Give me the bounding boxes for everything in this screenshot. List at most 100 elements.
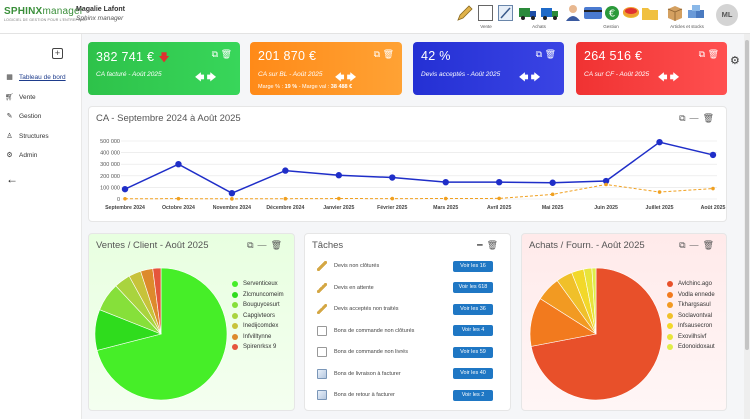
data-point[interactable] [282, 167, 289, 174]
legend-item[interactable]: Tkhargsasul [667, 300, 715, 311]
legend-item[interactable]: Capgivteors [232, 311, 284, 322]
scrollbar-thumb[interactable] [745, 40, 749, 350]
trash-icon[interactable]: 🗑︎ [220, 49, 232, 59]
legend-item[interactable]: Avlchinc.ago [667, 279, 715, 290]
data-point[interactable] [230, 197, 234, 201]
euro-icon[interactable]: € [604, 4, 620, 22]
back-arrow-icon[interactable]: ← [6, 172, 18, 186]
trash-icon[interactable]: 🗑︎ [702, 113, 718, 123]
trash-icon[interactable]: 🗑︎ [382, 49, 394, 59]
settings-gear-icon[interactable]: ⚙ [730, 55, 740, 67]
next-arrow-icon[interactable]: 🡆 [346, 72, 357, 82]
data-point[interactable] [176, 196, 181, 201]
data-point[interactable] [549, 179, 556, 186]
task-view-button[interactable]: Voir les 618 [453, 282, 493, 293]
legend-item[interactable]: Spirenrksx 9 [232, 342, 284, 353]
next-arrow-icon[interactable]: 🡆 [206, 72, 217, 82]
external-link-icon[interactable]: ⧉ [698, 49, 706, 59]
trash-icon[interactable]: 🗑︎ [702, 240, 718, 250]
prev-arrow-icon[interactable]: 🡄 [195, 72, 205, 82]
data-point[interactable] [550, 192, 555, 197]
external-link-icon[interactable]: ⧉ [679, 113, 690, 123]
trash-icon[interactable]: 🗑︎ [270, 240, 286, 250]
trash-icon[interactable]: 🗑︎ [544, 49, 556, 59]
task-view-button[interactable]: Voir les 59 [453, 346, 493, 358]
avatar[interactable]: ML [716, 4, 738, 26]
folder-icon[interactable] [641, 5, 659, 21]
sidebar-item-structures[interactable]: ♙ Structures [5, 130, 77, 142]
legend-item[interactable]: Zlcmuncomeim [232, 290, 284, 301]
coins-icon[interactable] [622, 5, 640, 21]
delivery-truck-icon[interactable] [540, 5, 560, 21]
sidebar-item-dashboard[interactable]: ▦ Tableau de bord [5, 71, 77, 83]
sidebar-item-admin[interactable]: ⚙ Admin [5, 149, 77, 161]
bank-card-icon[interactable] [583, 6, 603, 20]
external-link-icon[interactable]: ⧉ [211, 49, 219, 59]
legend-item[interactable]: Infsausecron [667, 321, 715, 332]
app-logo[interactable]: SPHINXmanager LOGICIEL DE GESTION POUR L… [4, 6, 87, 22]
pie-slice[interactable] [530, 267, 663, 401]
prev-arrow-icon[interactable]: 🡄 [335, 72, 345, 82]
data-point[interactable] [337, 196, 341, 201]
data-point[interactable] [123, 196, 127, 201]
sidebar-item-gestion[interactable]: ✎ Gestion [5, 110, 77, 122]
boxes-icon[interactable] [686, 4, 706, 22]
next-arrow-icon[interactable]: 🡆 [530, 72, 541, 82]
legend-swatch [232, 312, 238, 319]
data-point[interactable] [228, 190, 236, 197]
minimize-icon[interactable]: ━ [689, 113, 703, 123]
data-point[interactable] [121, 185, 129, 193]
legend-item[interactable]: Bouguycesurt [232, 300, 284, 311]
legend-item[interactable]: Exovilhsivf [667, 332, 715, 343]
pie-slice[interactable] [591, 267, 597, 335]
minimize-icon[interactable]: ━ [477, 240, 487, 250]
blank-doc-icon[interactable] [477, 4, 494, 22]
user-icon[interactable] [565, 4, 581, 22]
task-view-button[interactable]: Voir les 40 [453, 368, 493, 379]
sidebar-item-vente[interactable]: 🛒︎ Vente [5, 91, 77, 103]
data-point[interactable] [656, 138, 663, 146]
edit-doc-icon[interactable] [497, 4, 515, 22]
legend-item[interactable]: Inedijcomdex [232, 321, 284, 332]
legend-item[interactable]: Soclavontval [667, 311, 715, 322]
external-link-icon[interactable]: ⧉ [247, 240, 258, 250]
add-icon[interactable]: + [52, 48, 63, 59]
data-point[interactable] [602, 177, 610, 185]
legend-item[interactable]: Edonoidoxaut [667, 342, 715, 353]
pencil-icon[interactable] [456, 4, 474, 22]
external-link-icon[interactable]: ⧉ [535, 49, 543, 59]
data-point[interactable] [497, 196, 501, 201]
data-point[interactable] [335, 172, 343, 179]
data-point[interactable] [443, 196, 448, 201]
task-view-button[interactable]: Voir les 16 [453, 260, 493, 272]
task-view-button[interactable]: Voir les 4 [453, 325, 493, 336]
data-point[interactable] [709, 151, 717, 159]
legend-item[interactable]: Infvilltynne [232, 332, 284, 343]
truck-icon[interactable] [518, 5, 538, 21]
trash-icon[interactable]: 🗑︎ [486, 240, 502, 250]
pie-slice[interactable] [96, 267, 228, 401]
minimize-icon[interactable]: ━ [689, 240, 703, 250]
pie-slice[interactable] [152, 267, 162, 335]
box-icon[interactable] [666, 4, 684, 22]
data-point[interactable] [495, 178, 503, 186]
data-point[interactable] [283, 196, 288, 201]
data-point[interactable] [389, 174, 396, 181]
data-point[interactable] [442, 178, 449, 186]
task-view-button[interactable]: Voir les 36 [453, 303, 493, 315]
external-link-icon[interactable]: ⧉ [373, 49, 381, 59]
external-link-icon[interactable]: ⧉ [679, 240, 690, 250]
data-point[interactable] [604, 182, 608, 187]
data-point[interactable] [657, 190, 662, 194]
next-arrow-icon[interactable]: 🡆 [669, 72, 680, 82]
legend-item[interactable]: Vodla ennede [667, 290, 715, 301]
data-point[interactable] [390, 196, 395, 201]
data-point[interactable] [175, 161, 182, 168]
prev-arrow-icon[interactable]: 🡄 [519, 72, 529, 82]
prev-arrow-icon[interactable]: 🡄 [658, 72, 668, 82]
data-point[interactable] [711, 186, 715, 191]
trash-icon[interactable]: 🗑︎ [707, 49, 719, 59]
task-view-button[interactable]: Voir les 2 [453, 389, 493, 401]
legend-item[interactable]: Serventiceux [232, 279, 284, 290]
minimize-icon[interactable]: ━ [257, 240, 271, 250]
